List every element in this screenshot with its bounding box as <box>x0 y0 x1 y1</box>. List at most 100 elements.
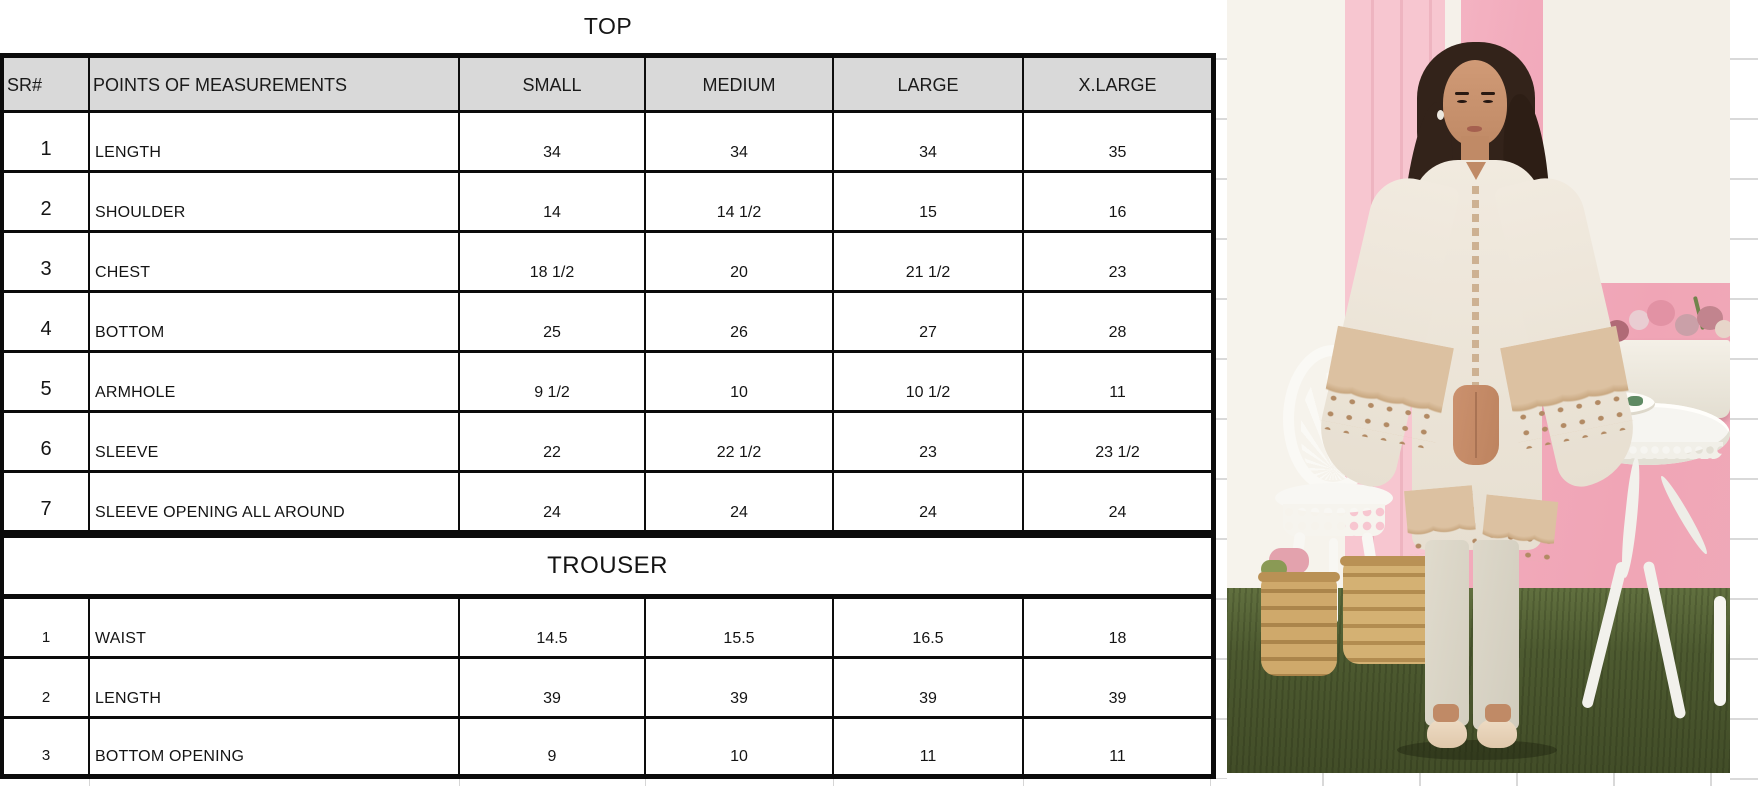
sr-cell: 5 <box>4 353 90 410</box>
rose <box>1647 300 1675 326</box>
model-eye <box>1457 100 1467 103</box>
value-cell: 10 1/2 <box>834 353 1024 410</box>
value-cell: 26 <box>646 293 834 350</box>
spreadsheet-bottom-gridlines <box>1227 773 1730 786</box>
value-cell: 21 1/2 <box>834 233 1024 290</box>
sr-cell: 1 <box>4 599 90 656</box>
value-cell: 24 <box>460 473 646 530</box>
measurement-label: BOTTOM <box>90 293 460 350</box>
measurement-label: LENGTH <box>90 113 460 170</box>
measurement-label: SLEEVE <box>90 413 460 470</box>
hand-divider <box>1475 392 1477 458</box>
value-cell: 11 <box>834 719 1024 774</box>
value-cell: 15 <box>834 173 1024 230</box>
trouser-section-title-band: TROUSER <box>0 533 1216 599</box>
shoe <box>1427 718 1467 748</box>
table-row-top-length: 1 LENGTH 34 34 34 35 <box>0 113 1216 173</box>
shoe <box>1477 718 1517 748</box>
value-cell: 18 <box>1108 630 1127 647</box>
value-cell: 34 <box>646 113 834 170</box>
value-cell: 24 <box>1108 504 1127 521</box>
table-row-trouser-waist: 1 WAIST 14.5 15.5 16.5 18 <box>0 599 1216 659</box>
value-cell: 39 <box>646 659 834 716</box>
value-cell: 11 <box>1109 384 1126 401</box>
measurement-label: WAIST <box>90 599 460 656</box>
value-cell: 14.5 <box>460 599 646 656</box>
measurement-label: LENGTH <box>90 659 460 716</box>
table-leg <box>1618 457 1644 579</box>
size-chart-table: TOP SR# POINTS OF MEASUREMENTS SMALL MED… <box>0 13 1216 786</box>
trouser-leg <box>1425 540 1469 726</box>
value-cell: 16 <box>1108 204 1127 221</box>
column-header-small: SMALL <box>460 58 646 110</box>
model-shadow <box>1397 740 1557 760</box>
value-cell: 9 1/2 <box>460 353 646 410</box>
product-photo <box>1227 0 1730 773</box>
sr-cell: 7 <box>4 473 90 530</box>
wicker-basket <box>1258 572 1340 676</box>
sleeve-lace-trim <box>1500 325 1636 451</box>
kurta-placket <box>1472 186 1479 396</box>
value-cell: 15.5 <box>646 599 834 656</box>
model-lips <box>1467 126 1482 132</box>
value-cell: 10 <box>646 719 834 774</box>
header-row: SR# POINTS OF MEASUREMENTS SMALL MEDIUM … <box>0 53 1216 113</box>
spreadsheet-right-margin-gridlines <box>1730 0 1758 786</box>
gridline-cell <box>834 779 1024 786</box>
gridline-cell <box>646 779 834 786</box>
sr-cell: 2 <box>4 659 90 716</box>
rose <box>1715 320 1730 338</box>
measurement-label: SLEEVE OPENING ALL AROUND <box>90 473 460 530</box>
value-cell: 22 1/2 <box>646 413 834 470</box>
table-row-top-armhole: 5 ARMHOLE 9 1/2 10 10 1/2 11 <box>0 353 1216 413</box>
measurement-label: SHOULDER <box>90 173 460 230</box>
model-figure <box>1309 40 1645 773</box>
earring <box>1437 110 1444 120</box>
column-header-points: POINTS OF MEASUREMENTS <box>90 58 460 110</box>
plate-item <box>1627 396 1643 406</box>
value-cell: 35 <box>1108 144 1127 161</box>
garden-chair-apron <box>1283 504 1385 536</box>
sleeve-lace-trim <box>1318 325 1454 451</box>
trouser-leg <box>1473 540 1519 730</box>
sr-cell: 2 <box>4 173 90 230</box>
value-cell: 39 <box>1108 690 1127 707</box>
column-header-xlarge: X.LARGE <box>1078 75 1157 95</box>
value-cell: 22 <box>460 413 646 470</box>
value-cell: 25 <box>460 293 646 350</box>
value-cell: 20 <box>646 233 834 290</box>
table-row-trouser-length: 2 LENGTH 39 39 39 39 <box>0 659 1216 719</box>
model-face <box>1443 60 1507 146</box>
gridline-cell <box>460 779 646 786</box>
table-row-top-sleeve: 6 SLEEVE 22 22 1/2 23 23 1/2 <box>0 413 1216 473</box>
column-header-sr: SR# <box>4 58 90 110</box>
value-cell: 34 <box>834 113 1024 170</box>
table-row-trouser-bottom-opening: 3 BOTTOM OPENING 9 10 11 11 <box>0 719 1216 779</box>
value-cell: 10 <box>646 353 834 410</box>
spreadsheet-gutter-gridlines <box>1216 0 1227 779</box>
gridline-cell <box>4 779 90 786</box>
value-cell: 23 <box>834 413 1024 470</box>
value-cell: 18 1/2 <box>460 233 646 290</box>
value-cell: 11 <box>1109 748 1126 765</box>
rose <box>1629 310 1649 330</box>
value-cell: 23 1/2 <box>1095 444 1140 461</box>
model-eyebrow <box>1481 92 1495 95</box>
value-cell: 24 <box>834 473 1024 530</box>
model-eyebrow <box>1455 92 1469 95</box>
table-row-top-sleeve-opening: 7 SLEEVE OPENING ALL AROUND 24 24 24 24 <box>0 473 1216 533</box>
value-cell: 23 <box>1108 264 1127 281</box>
value-cell: 27 <box>834 293 1024 350</box>
sr-cell: 3 <box>4 719 90 774</box>
model-eye <box>1483 100 1493 103</box>
value-cell: 14 <box>460 173 646 230</box>
top-section-title: TOP <box>583 13 633 39</box>
spreadsheet-gridline-row <box>0 779 1216 786</box>
value-cell: 9 <box>460 719 646 774</box>
gridline-cell <box>90 779 460 786</box>
table-row-top-shoulder: 2 SHOULDER 14 14 1/2 15 16 <box>0 173 1216 233</box>
model-ankle <box>1433 704 1459 722</box>
rose <box>1675 314 1699 336</box>
model-ankle <box>1485 704 1511 722</box>
table-row-top-chest: 3 CHEST 18 1/2 20 21 1/2 23 <box>0 233 1216 293</box>
